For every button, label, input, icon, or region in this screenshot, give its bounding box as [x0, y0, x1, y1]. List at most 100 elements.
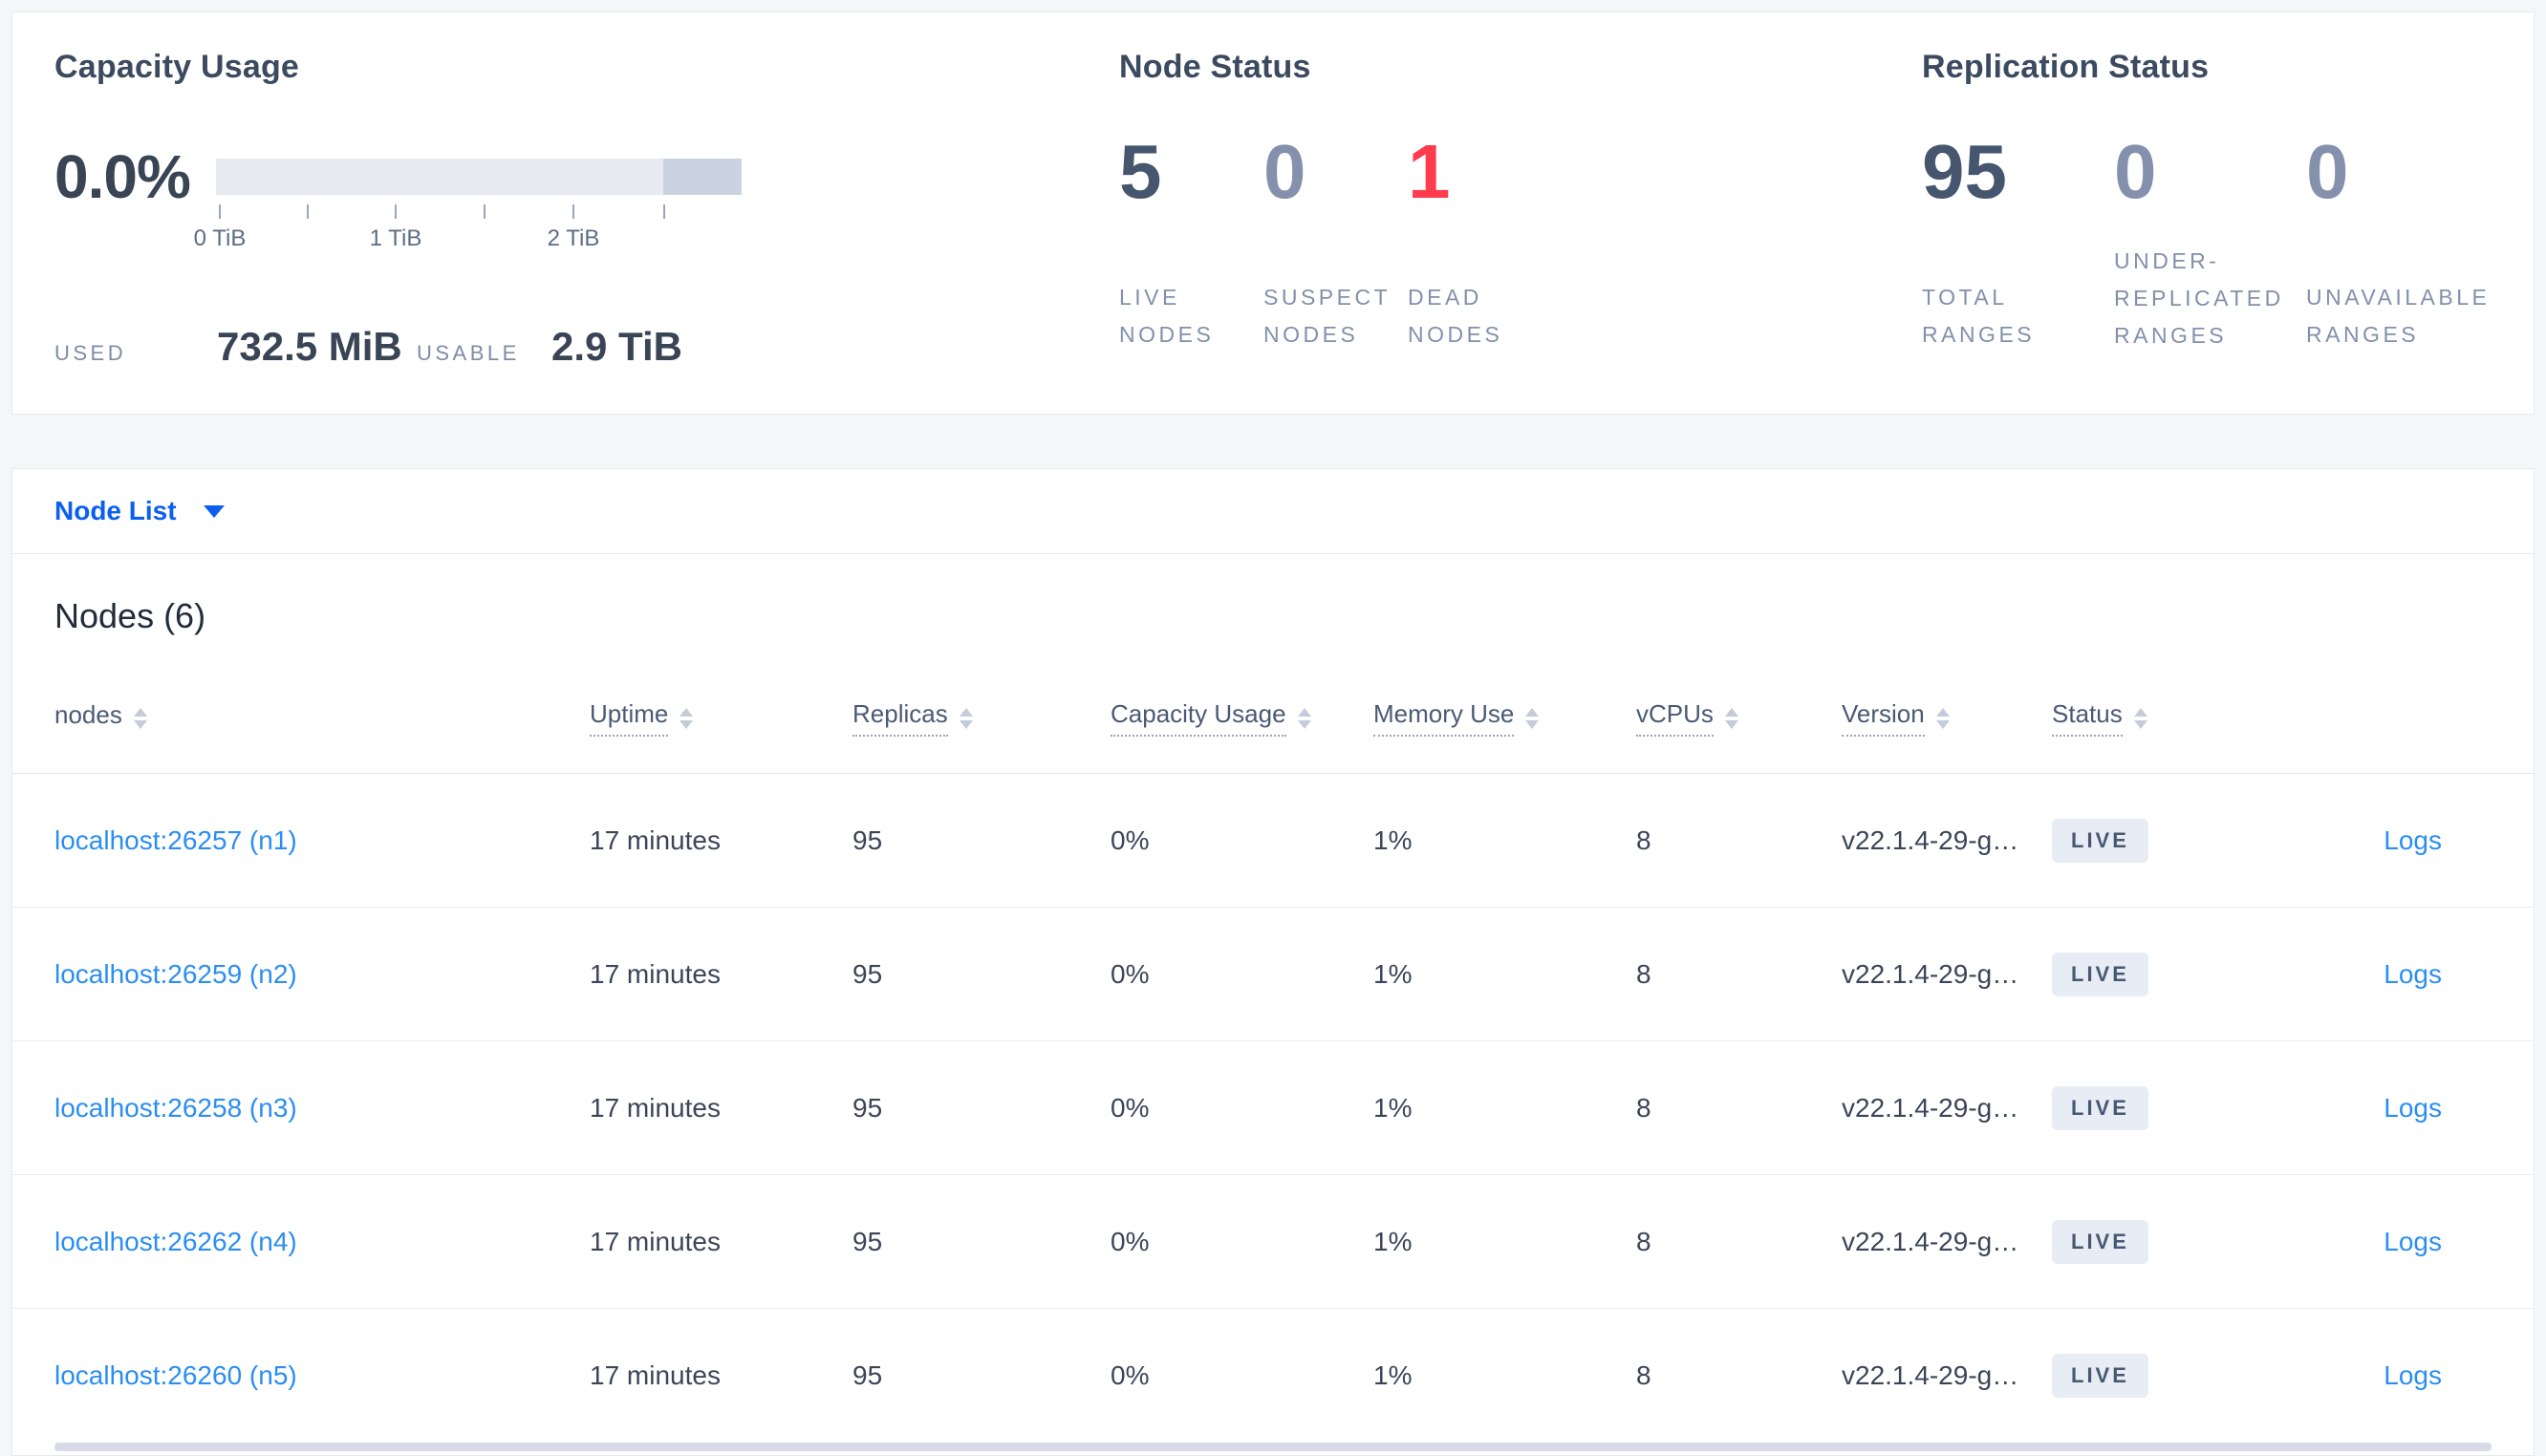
- vcpus-cell: 8: [1636, 824, 1651, 855]
- column-header-vcpus[interactable]: vCPUs: [1636, 699, 1842, 737]
- sort-icon: [1935, 707, 1950, 729]
- axis-tick-label: 0 TiB: [193, 225, 247, 251]
- memory-use-cell: 1%: [1373, 1360, 1413, 1390]
- replicas-cell: 95: [852, 824, 883, 855]
- uptime-cell: 17 minutes: [590, 1226, 721, 1256]
- under-replicated-ranges-label: UNDER- REPLICATED RANGES: [2114, 248, 2284, 348]
- replication-status-title: Replication Status: [1922, 49, 2210, 85]
- sort-icon: [680, 707, 694, 729]
- unavailable-ranges-value: 0: [2306, 129, 2349, 214]
- node-link[interactable]: localhost:26257 (n1): [54, 824, 297, 855]
- column-header-nodes[interactable]: nodes: [54, 700, 590, 736]
- unavailable-ranges-stat: 0 UNAVAILABLE RANGES: [2306, 134, 2498, 354]
- under-replicated-ranges-stat: 0 UNDER- REPLICATED RANGES: [2114, 134, 2306, 354]
- live-nodes-label: LIVE NODES: [1119, 285, 1215, 347]
- table-row: localhost:26262 (n4) 17 minutes 95 0% 1%…: [12, 1175, 2534, 1309]
- live-nodes-stat: 5 LIVE NODES: [1119, 134, 1263, 353]
- version-cell: v22.1.4-29-g…: [1842, 958, 2019, 989]
- memory-use-cell: 1%: [1373, 1092, 1413, 1123]
- status-badge: LIVE: [2052, 952, 2148, 996]
- table-row: localhost:26258 (n3) 17 minutes 95 0% 1%…: [12, 1041, 2534, 1175]
- table-row: localhost:26259 (n2) 17 minutes 95 0% 1%…: [12, 908, 2534, 1041]
- node-link[interactable]: localhost:26262 (n4): [54, 1226, 297, 1256]
- total-ranges-label: TOTAL RANGES: [1922, 285, 2036, 347]
- vcpus-cell: 8: [1636, 1226, 1651, 1256]
- capacity-usage-cell: 0%: [1111, 1092, 1150, 1123]
- column-header-uptime[interactable]: Uptime: [590, 699, 852, 737]
- vcpus-cell: 8: [1636, 1360, 1651, 1390]
- node-link[interactable]: localhost:26260 (n5): [54, 1360, 297, 1390]
- nodes-card: Nodes (6) nodes Uptime Replicas Capacity…: [11, 554, 2535, 1456]
- vcpus-cell: 8: [1636, 958, 1651, 989]
- capacity-bar: 0 TiB 1 TiB 2 TiB: [194, 159, 742, 251]
- logs-link[interactable]: Logs: [2384, 1226, 2442, 1256]
- node-status-title: Node Status: [1119, 49, 1311, 85]
- version-cell: v22.1.4-29-g…: [1842, 824, 2019, 855]
- logs-link[interactable]: Logs: [2384, 958, 2442, 989]
- uptime-cell: 17 minutes: [590, 1360, 721, 1390]
- column-header-version[interactable]: Version: [1842, 699, 2052, 737]
- capacity-usage-cell: 0%: [1111, 1360, 1150, 1390]
- axis-tick-label: 2 TiB: [547, 225, 600, 251]
- horizontal-scrollbar[interactable]: [54, 1443, 2492, 1451]
- nodes-table-header: nodes Uptime Replicas Capacity Usage Mem…: [12, 663, 2534, 774]
- suspect-nodes-stat: 0 SUSPECT NODES: [1263, 134, 1408, 353]
- node-link[interactable]: localhost:26259 (n2): [54, 958, 297, 989]
- axis-tick: [572, 204, 574, 219]
- view-selector-dropdown[interactable]: Node List: [11, 468, 2535, 554]
- replicas-cell: 95: [852, 1226, 883, 1256]
- status-badge: LIVE: [2052, 818, 2148, 863]
- dead-nodes-value: 1: [1408, 129, 1451, 214]
- suspect-nodes-value: 0: [1263, 129, 1306, 214]
- live-nodes-value: 5: [1119, 129, 1162, 214]
- logs-link[interactable]: Logs: [2384, 1092, 2442, 1123]
- uptime-cell: 17 minutes: [590, 1092, 721, 1123]
- usable-label: USABLE: [417, 341, 520, 365]
- memory-use-cell: 1%: [1373, 958, 1413, 989]
- nodes-section-title: Nodes (6): [54, 596, 206, 635]
- nodes-table-body: localhost:26257 (n1) 17 minutes 95 0% 1%…: [12, 774, 2534, 1443]
- capacity-bar-track: [216, 159, 742, 195]
- under-replicated-ranges-value: 0: [2114, 129, 2157, 214]
- capacity-usage-panel: Capacity Usage 0.0% 0 TiB 1 TiB 2 TiB US…: [54, 49, 1119, 370]
- version-cell: v22.1.4-29-g…: [1842, 1226, 2019, 1256]
- capacity-bar-unusable-segment: [662, 159, 742, 195]
- column-header-capacity-usage[interactable]: Capacity Usage: [1111, 699, 1373, 737]
- sort-icon: [133, 707, 147, 729]
- usable-value: 2.9 TiB: [551, 324, 682, 369]
- table-row: localhost:26257 (n1) 17 minutes 95 0% 1%…: [12, 774, 2534, 908]
- used-label: USED: [54, 341, 127, 365]
- logs-link[interactable]: Logs: [2384, 824, 2442, 855]
- memory-use-cell: 1%: [1373, 1226, 1413, 1256]
- column-header-status[interactable]: Status: [2052, 699, 2291, 737]
- capacity-usage-title: Capacity Usage: [54, 49, 300, 85]
- sort-icon: [959, 707, 973, 729]
- axis-tick: [307, 204, 309, 219]
- sort-icon: [1525, 707, 1540, 729]
- node-link[interactable]: localhost:26258 (n3): [54, 1092, 297, 1123]
- status-badge: LIVE: [2052, 1085, 2148, 1130]
- table-row: localhost:26260 (n5) 17 minutes 95 0% 1%…: [12, 1309, 2534, 1443]
- capacity-stats: USED 732.5 MiB USABLE 2.9 TiB: [54, 324, 1119, 370]
- uptime-cell: 17 minutes: [590, 958, 721, 989]
- capacity-usage-cell: 0%: [1111, 958, 1150, 989]
- used-value: 732.5 MiB: [217, 324, 402, 369]
- capacity-gauge: 0.0% 0 TiB 1 TiB 2 TiB: [54, 141, 1119, 251]
- logs-link[interactable]: Logs: [2384, 1360, 2442, 1390]
- sort-icon: [2133, 707, 2147, 729]
- column-header-replicas[interactable]: Replicas: [852, 699, 1111, 737]
- memory-use-cell: 1%: [1373, 824, 1413, 855]
- dead-nodes-label: DEAD NODES: [1408, 285, 1503, 347]
- total-ranges-stat: 95 TOTAL RANGES: [1922, 134, 2114, 354]
- sort-icon: [1297, 707, 1311, 729]
- axis-tick: [663, 204, 665, 219]
- column-header-memory-use[interactable]: Memory Use: [1373, 699, 1636, 737]
- replicas-cell: 95: [852, 958, 883, 989]
- dead-nodes-stat: 1 DEAD NODES: [1408, 134, 1552, 353]
- status-badge: LIVE: [2052, 1219, 2148, 1264]
- uptime-cell: 17 minutes: [590, 824, 721, 855]
- capacity-usage-cell: 0%: [1111, 1226, 1150, 1256]
- version-cell: v22.1.4-29-g…: [1842, 1092, 2019, 1123]
- axis-tick-label: 1 TiB: [369, 225, 422, 251]
- version-cell: v22.1.4-29-g…: [1842, 1360, 2019, 1390]
